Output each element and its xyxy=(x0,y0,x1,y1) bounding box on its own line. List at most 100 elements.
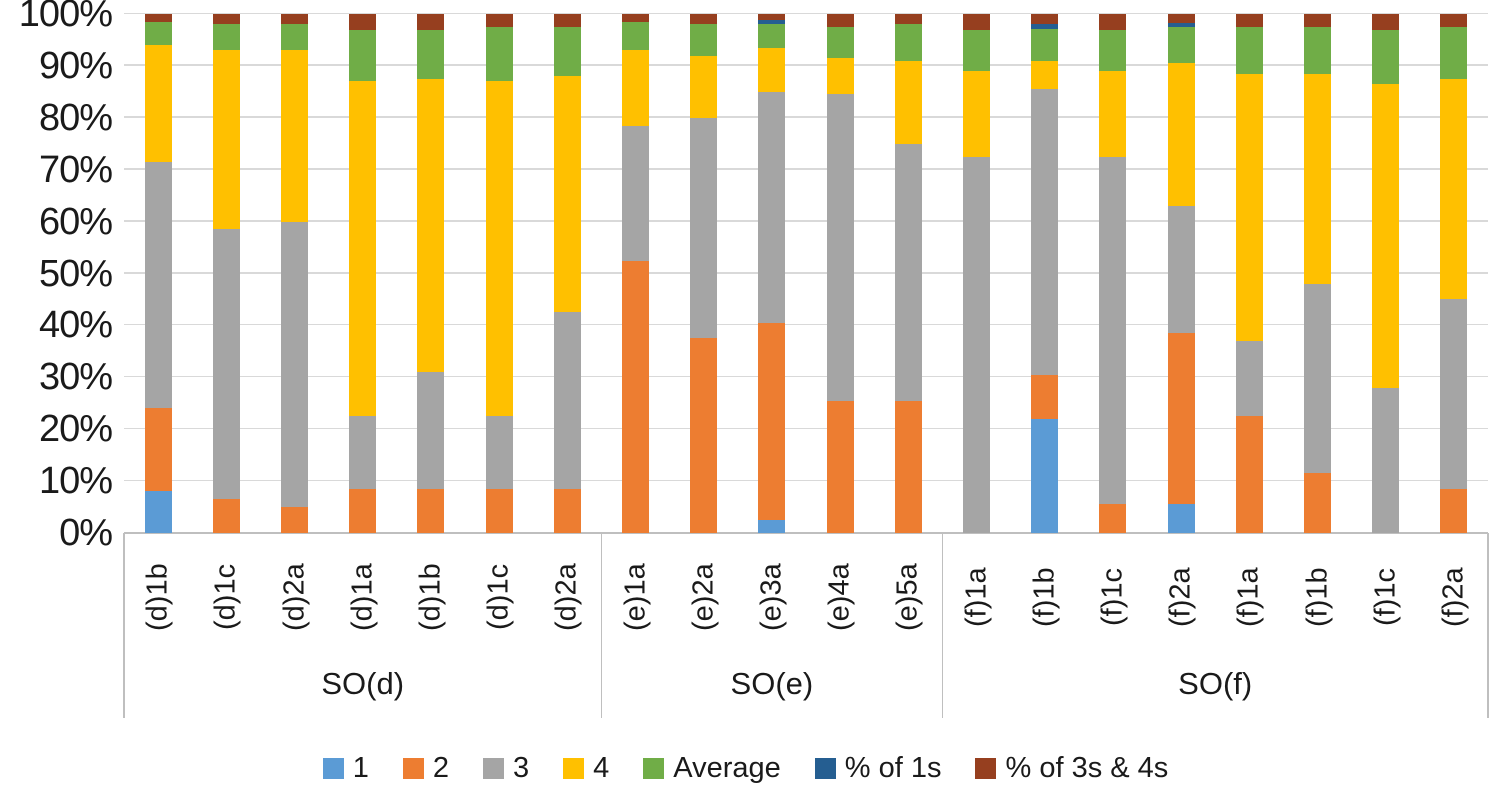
bar-(d)1a-3 xyxy=(349,14,377,533)
legend-swatch xyxy=(643,757,665,779)
bar-segment-% of 3s & 4s xyxy=(417,14,445,30)
bar-segment-% of 3s & 4s xyxy=(1235,14,1263,27)
bar-segment-4 xyxy=(1099,71,1127,157)
bar-segment-Average xyxy=(894,24,922,61)
bar-segment-3 xyxy=(485,416,513,489)
legend-item-% of 3s & 4s: % of 3s & 4s xyxy=(975,752,1168,785)
x-tick-label: (f)2a xyxy=(1437,567,1470,627)
bar-(f)1a-16 xyxy=(1235,14,1263,533)
bar-segment-3 xyxy=(212,229,240,500)
bar-segment-2 xyxy=(1167,333,1195,505)
group-label-SO(e): SO(e) xyxy=(730,666,814,701)
bar-segment-4 xyxy=(963,71,990,157)
bar-segment-% of 3s & 4s xyxy=(1031,14,1059,25)
bar-segment-% of 3s & 4s xyxy=(553,14,581,27)
bar-segment-% of 3s & 4s xyxy=(212,14,240,25)
bar-segment-2 xyxy=(553,488,581,533)
bar-segment-% of 3s & 4s xyxy=(758,14,786,21)
legend-swatch xyxy=(322,757,344,779)
gridline-60% xyxy=(124,220,1488,222)
gridline-40% xyxy=(124,323,1488,326)
bar-segment-3 xyxy=(1372,387,1400,533)
legend-item-4: 4 xyxy=(563,752,609,785)
bar-segment-4 xyxy=(485,81,513,417)
x-tick-label: (f)1c xyxy=(1369,568,1402,626)
bar-segment-2 xyxy=(144,408,172,492)
bar-(d)2a-2 xyxy=(281,14,308,533)
bar-(f)1b-13 xyxy=(1031,14,1059,533)
y-tick-label: 100% xyxy=(18,0,113,35)
y-tick-label: 80% xyxy=(38,96,113,139)
bar-segment-3 xyxy=(622,125,649,261)
bar-segment-Average xyxy=(826,27,854,59)
bar-segment-3 xyxy=(1304,283,1331,474)
bar-segment-2 xyxy=(690,338,718,533)
bar-segment-2 xyxy=(1235,416,1263,533)
x-tick-label: (d)1b xyxy=(141,563,174,631)
bar-segment-% of 1s xyxy=(1031,24,1059,29)
legend-swatch xyxy=(814,757,836,779)
legend-item-3: 3 xyxy=(482,752,529,785)
bar-segment-3 xyxy=(144,161,172,409)
y-tick-label: 50% xyxy=(38,252,113,295)
bar-segment-Average xyxy=(1167,26,1195,64)
legend-item-2: 2 xyxy=(402,752,449,785)
bar-segment-Average xyxy=(1031,28,1059,61)
bar-segment-2 xyxy=(1440,488,1468,533)
bar-segment-Average xyxy=(622,21,649,51)
x-tick-label: (e)3a xyxy=(755,563,788,631)
bar-(e)5a-11 xyxy=(894,14,922,533)
y-tick-label: 90% xyxy=(38,44,113,87)
bar-segment-3 xyxy=(894,143,922,401)
bar-segment-4 xyxy=(1235,73,1263,341)
bar-segment-4 xyxy=(622,50,649,126)
legend-label: % of 1s xyxy=(844,751,942,784)
bar-segment-Average xyxy=(1440,26,1468,79)
x-tick-label: (d)1c xyxy=(209,563,242,631)
bar-segment-2 xyxy=(758,322,786,521)
bar-(f)1a-12 xyxy=(963,14,990,533)
bar-segment-Average xyxy=(758,24,786,48)
bar-segment-4 xyxy=(1167,63,1195,207)
bar-(d)2a-6 xyxy=(553,14,581,533)
group-divider xyxy=(1487,533,1489,718)
y-tick-label: 20% xyxy=(38,408,113,451)
x-tick-label: (f)1b xyxy=(1028,567,1061,627)
bar-(f)2a-15 xyxy=(1167,14,1195,533)
bar-segment-4 xyxy=(758,47,786,92)
legend: 1 2 3 4 Average % of 1s % of 3s & 4s xyxy=(0,742,1491,794)
bar-segment-3 xyxy=(1235,340,1263,417)
bar-segment-3 xyxy=(963,156,990,533)
bar-segment-Average xyxy=(417,29,445,79)
bar-(f)1c-14 xyxy=(1099,14,1127,533)
legend-item-% of 1s: % of 1s xyxy=(814,751,942,785)
bar-(e)4a-10 xyxy=(826,14,854,533)
bar-segment-Average xyxy=(349,29,377,82)
bar-segment-4 xyxy=(144,45,172,162)
bar-segment-% of 3s & 4s xyxy=(622,14,649,22)
bar-segment-2 xyxy=(485,488,513,533)
bar-segment-Average xyxy=(485,27,513,82)
legend-swatch xyxy=(975,757,997,779)
gridline-50% xyxy=(124,272,1488,274)
bar-segment-3 xyxy=(417,372,445,489)
gridline-70% xyxy=(124,168,1488,170)
legend-label: 1 xyxy=(352,751,369,784)
bar-segment-% of 3s & 4s xyxy=(349,14,377,30)
bar-segment-Average xyxy=(1304,26,1331,74)
bar-segment-4 xyxy=(1304,73,1331,284)
y-tick-label: 10% xyxy=(38,460,113,503)
bar-segment-2 xyxy=(1099,504,1127,533)
bar-(e)3a-9 xyxy=(758,14,786,533)
bar-segment-Average xyxy=(1235,26,1263,74)
bar-segment-% of 3s & 4s xyxy=(1440,14,1468,27)
bar-segment-% of 1s xyxy=(758,20,786,25)
legend-swatch xyxy=(402,757,424,779)
x-tick-label: (d)1a xyxy=(346,563,379,631)
legend-swatch xyxy=(482,757,504,779)
bar-(f)1b-17 xyxy=(1304,14,1331,533)
x-tick-label: (f)2a xyxy=(1164,567,1197,627)
bar-segment-% of 3s & 4s xyxy=(1167,14,1195,24)
bar-segment-2 xyxy=(622,260,649,533)
bar-segment-4 xyxy=(281,50,308,222)
